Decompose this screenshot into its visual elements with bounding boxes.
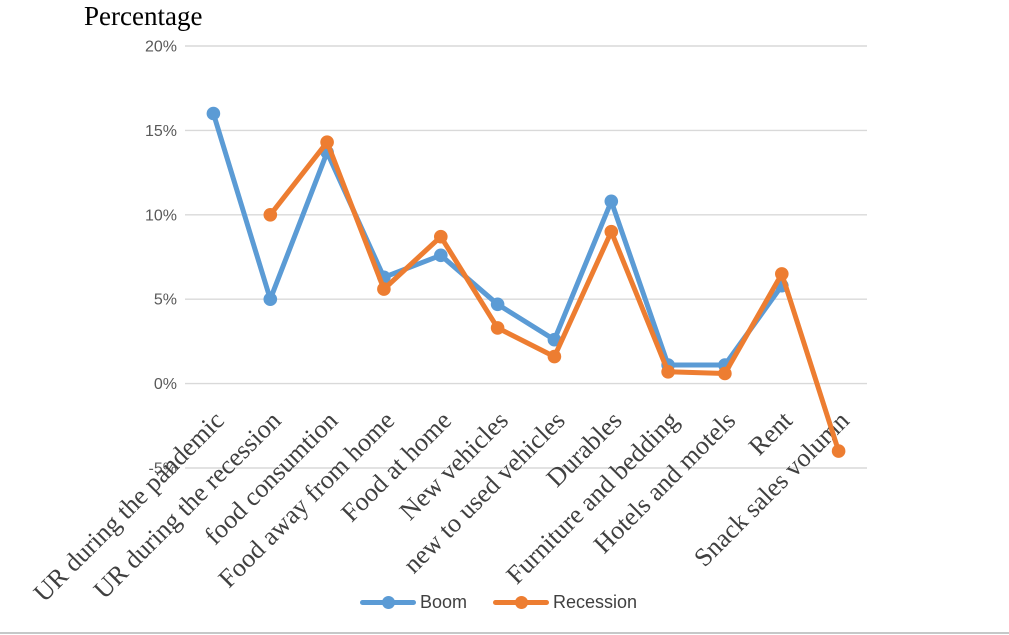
recession-dot-icon — [514, 596, 528, 609]
recession-line-marker-icon — [493, 596, 550, 609]
legend-label-recession: Recession — [553, 592, 638, 612]
y-axis-tick-label: 20% — [145, 39, 177, 56]
data-point-recession — [490, 321, 505, 335]
bottom-divider — [0, 632, 1009, 634]
data-point-boom — [490, 297, 505, 312]
data-point-recession — [377, 282, 391, 296]
legend-label-boom: Boom — [420, 592, 468, 612]
y-axis-tick-label: 15% — [145, 123, 177, 140]
series-line-recession — [267, 139, 842, 454]
data-point-boom — [604, 194, 619, 209]
legend-item-boom: Boom — [360, 592, 467, 613]
data-point-boom — [263, 292, 278, 307]
data-point-boom — [206, 106, 221, 121]
data-point-recession — [320, 135, 334, 149]
boom-dot-icon — [381, 596, 395, 609]
data-point-recession — [775, 267, 789, 281]
y-axis-tick-label: -5% — [149, 461, 177, 478]
data-point-recession — [831, 444, 846, 458]
y-axis-tick-label: 0% — [154, 376, 177, 393]
chart-legend: Boom Recession — [360, 592, 637, 613]
chart-title: Percentage — [84, 1, 203, 31]
y-axis-tick-label: 10% — [145, 207, 177, 224]
data-point-boom — [434, 248, 448, 263]
data-point-recession — [661, 365, 675, 379]
data-point-recession — [604, 224, 619, 239]
data-point-recession — [547, 349, 562, 364]
data-point-recession — [263, 208, 278, 222]
boom-line-marker-icon — [360, 596, 416, 609]
y-axis-tick-label: 5% — [154, 292, 177, 309]
data-point-boom — [547, 332, 562, 347]
data-point-recession — [718, 366, 732, 381]
data-point-recession — [434, 229, 448, 244]
legend-item-recession: Recession — [493, 592, 637, 613]
